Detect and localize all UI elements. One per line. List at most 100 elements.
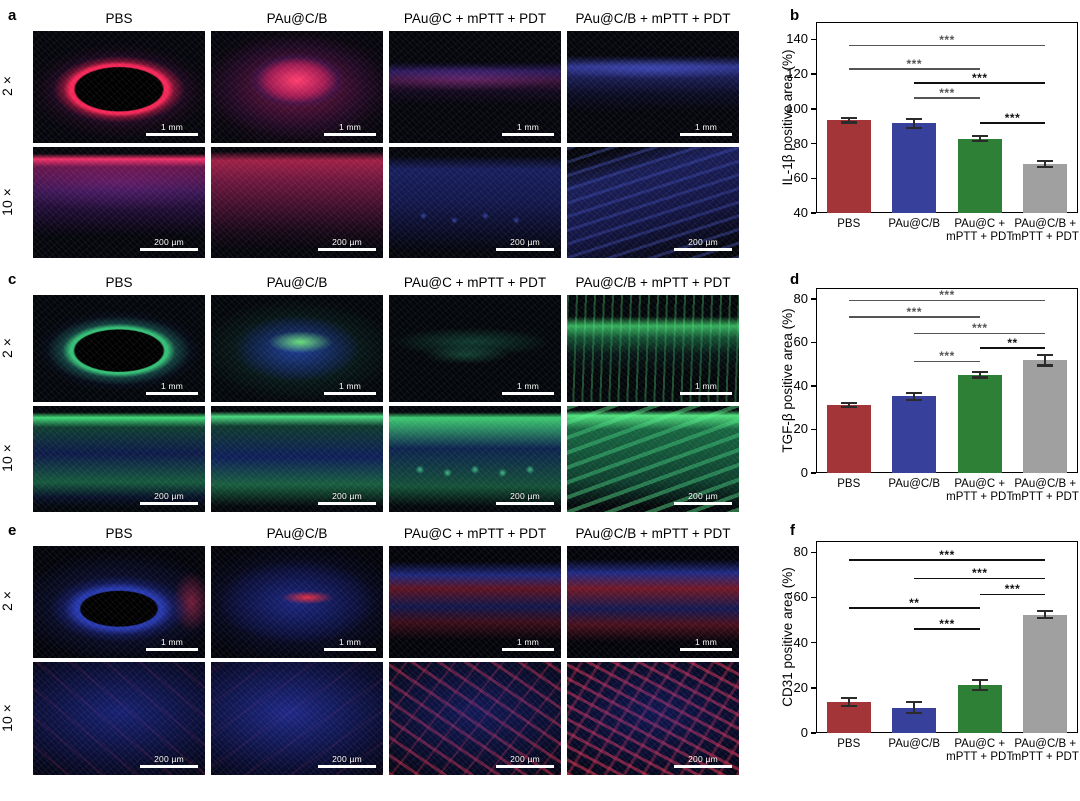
scale-bar-c-r1-c3: 200 µm — [674, 491, 732, 505]
scale-bar-label: 200 µm — [510, 237, 540, 247]
error-bar-f-3 — [1037, 610, 1054, 620]
magnification-label-e-0: 2 × — [0, 591, 15, 611]
scale-bar-rule — [324, 392, 376, 395]
micrograph-noise-layer — [389, 147, 561, 258]
error-bar-d-1 — [906, 391, 923, 401]
significance-bracket-b-2: *** — [914, 70, 1046, 85]
bar-f-3 — [1023, 614, 1068, 733]
x-tick-label-f-3: PAu@C/B + mPTT + PDT — [1009, 738, 1080, 763]
x-tick-label-b-3: PAu@C/B + mPTT + PDT — [1009, 218, 1080, 243]
scale-bar-rule — [502, 392, 554, 395]
y-tick-label-f-2: 40 — [793, 634, 808, 650]
x-tick-label-line1: PBS — [837, 218, 861, 230]
micrograph-noise-layer — [567, 31, 739, 143]
scale-bar-label: 1 mm — [694, 381, 718, 391]
scale-bar-rule — [318, 248, 376, 251]
scale-bar-label: 1 mm — [516, 122, 540, 132]
micrograph-fluorescence-layer — [211, 546, 383, 658]
scale-bar-a-r0-c0: 1 mm — [146, 122, 198, 136]
y-tick-label-d-0: 0 — [800, 465, 808, 480]
micrograph-noise-layer — [211, 147, 383, 258]
significance-bracket-d-3: ** — [979, 337, 1046, 349]
scale-bar-e-r1-c0: 200 µm — [140, 754, 198, 768]
significance-stars: *** — [939, 616, 955, 631]
error-bar-f-1 — [906, 700, 923, 715]
significance-line — [848, 607, 980, 609]
bar-b-0 — [826, 120, 871, 213]
micrograph-fluorescence-layer — [211, 147, 383, 258]
micrograph-fluorescence-layer — [567, 295, 739, 402]
micrograph-c-r1-c2: 200 µm — [389, 406, 561, 512]
scale-bar-label: 1 mm — [694, 122, 718, 132]
magnification-label-e-1: 10 × — [0, 703, 15, 732]
significance-line — [914, 360, 980, 362]
micrograph-fluorescence-layer — [567, 662, 739, 775]
x-tick-label-line1: PAu@C/B — [888, 478, 941, 490]
significance-bracket-b-4: *** — [979, 112, 1046, 124]
y-tick-mark-d-4 — [811, 298, 816, 300]
bar-d-1 — [892, 396, 937, 473]
x-tick-label-f-2: PAu@C + mPTT + PDT — [943, 738, 1017, 763]
column-header-e-0: PBS — [105, 526, 133, 541]
micrograph-noise-layer — [211, 295, 383, 402]
micrograph-fluorescence-layer — [389, 147, 561, 258]
micrograph-noise-layer — [33, 31, 205, 143]
scale-bar-label: 1 mm — [160, 637, 184, 647]
scale-bar-rule — [140, 765, 198, 768]
scale-bar-rule — [496, 765, 554, 768]
micrograph-a-r0-c1: 1 mm — [211, 31, 383, 143]
micrograph-fluorescence-layer — [211, 31, 383, 143]
micrograph-fluorescence-layer — [389, 31, 561, 143]
significance-stars: ** — [909, 595, 920, 610]
micrograph-noise-layer — [567, 295, 739, 402]
error-bar-cap-top — [1037, 610, 1054, 613]
y-tick-label-b-2: 80 — [793, 135, 808, 151]
significance-bracket-d-1: *** — [848, 306, 980, 318]
column-header-c-1: PAu@C/B — [266, 275, 328, 290]
y-tick-mark-f-1 — [811, 687, 816, 689]
y-tick-label-b-5: 140 — [786, 31, 808, 47]
scale-bar-c-r0-c1: 1 mm — [324, 381, 376, 395]
column-header-a-0: PBS — [105, 11, 133, 26]
error-bar-cap-bottom — [840, 405, 857, 408]
scale-bar-c-r0-c2: 1 mm — [502, 381, 554, 395]
column-header-c-2: PAu@C + mPTT + PDT — [403, 275, 547, 290]
error-bar-b-3 — [1037, 159, 1054, 169]
error-bar-cap-top — [840, 116, 857, 119]
significance-line — [914, 578, 1046, 580]
error-bar-stem — [913, 391, 916, 401]
micrograph-noise-layer — [33, 406, 205, 512]
scale-bar-a-r1-c1: 200 µm — [318, 237, 376, 251]
error-bar-f-2 — [971, 678, 988, 691]
scale-bar-label: 1 mm — [160, 122, 184, 132]
column-header-e-1: PAu@C/B — [266, 526, 328, 541]
error-bar-stem — [847, 116, 850, 124]
error-bar-cap-top — [906, 700, 923, 704]
error-bar-cap-top — [1037, 353, 1054, 356]
bar-chart-b: IL-1β positive area (%) 40 60 80 100 120 140 PB… — [770, 22, 1080, 282]
scale-bar-e-r0-c3: 1 mm — [680, 637, 732, 651]
column-header-e-2: PAu@C + mPTT + PDT — [403, 526, 547, 541]
error-bar-stem — [978, 134, 981, 143]
significance-stars: *** — [971, 70, 988, 85]
x-tick-label-d-1: PAu@C/B — [878, 478, 952, 491]
panel-label-a: a — [8, 7, 17, 24]
micrograph-e-r1-c3: 200 µm — [567, 662, 739, 775]
error-bar-cap-top — [840, 401, 857, 405]
micrograph-fluorescence-layer — [33, 662, 205, 775]
significance-bracket-f-1: *** — [914, 567, 1046, 580]
x-tick-label-line1: PAu@C + — [954, 218, 1006, 230]
x-tick-label-line2: mPTT + PDT — [946, 230, 1014, 243]
micrograph-a-r1-c3: 200 µm — [567, 147, 739, 258]
scale-bar-label: 200 µm — [154, 491, 184, 501]
significance-bracket-f-3: ** — [848, 595, 980, 610]
scale-bar-label: 1 mm — [338, 381, 362, 391]
micrograph-noise-layer — [389, 546, 561, 658]
micrograph-noise-layer — [389, 662, 561, 775]
x-tick-label-f-0: PBS — [812, 738, 886, 751]
micrograph-fluorescence-layer — [567, 147, 739, 258]
micrograph-noise-layer — [33, 147, 205, 258]
y-tick-label-d-2: 40 — [793, 377, 808, 393]
micrograph-a-r1-c1: 200 µm — [211, 147, 383, 258]
error-bar-stem — [913, 117, 916, 129]
